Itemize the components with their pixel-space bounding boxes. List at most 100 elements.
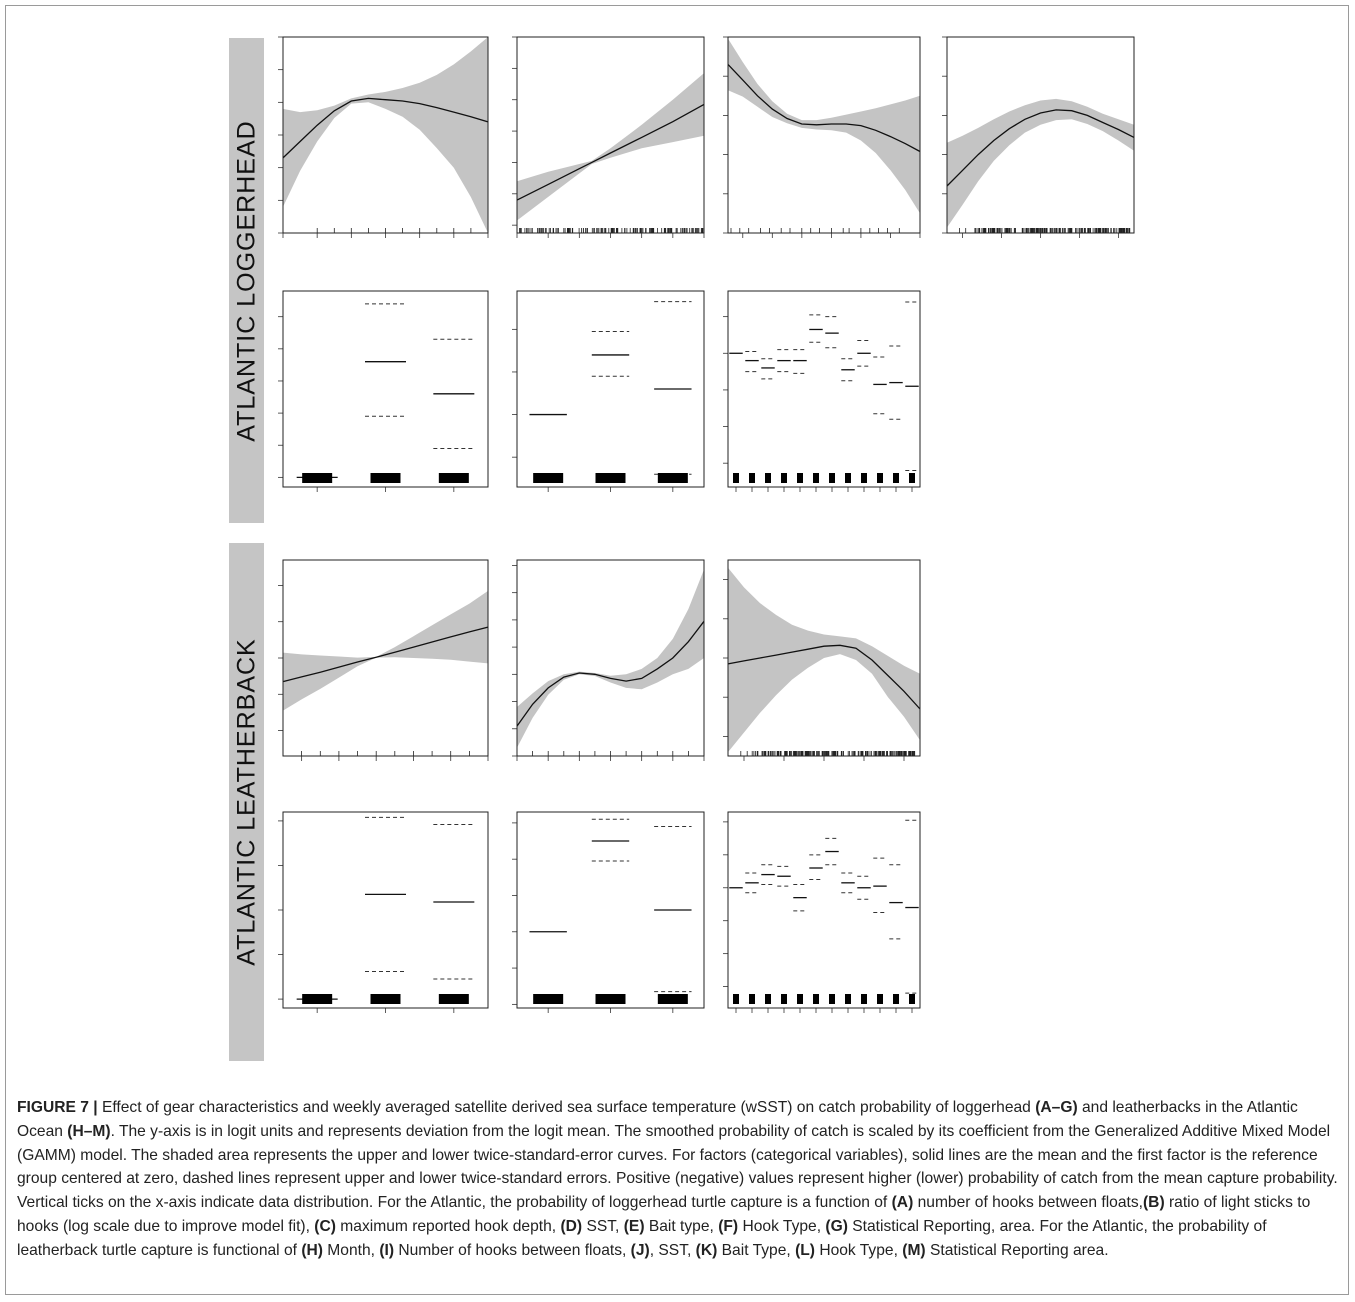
caption-bold-run: (E)	[623, 1217, 645, 1235]
caption-bold-run: (I)	[379, 1241, 395, 1259]
panel-k	[278, 811, 489, 1013]
rug-block	[829, 994, 835, 1004]
caption-bold-run: (F)	[718, 1217, 739, 1235]
fit-line	[727, 644, 921, 710]
rug-block	[438, 473, 469, 483]
rug-block	[749, 994, 755, 1004]
rug-block	[533, 994, 564, 1004]
plot-frame	[516, 811, 705, 1009]
rug-block	[893, 473, 899, 483]
plot-frame	[282, 36, 489, 234]
panel-e	[278, 290, 489, 492]
plot-frame	[516, 290, 705, 488]
caption-text-run: . The y-axis is in logit units and repre…	[17, 1122, 1338, 1212]
confidence-band	[728, 567, 920, 753]
chart-panels	[278, 36, 1135, 1013]
rug-block	[797, 473, 803, 483]
fit-line	[516, 620, 705, 727]
caption-bold-run: (L)	[795, 1241, 815, 1259]
plot-frame	[727, 811, 921, 1009]
rug-block	[765, 473, 771, 483]
rug-block	[797, 994, 803, 1004]
fit-line	[516, 103, 705, 201]
plot-frame	[727, 290, 921, 488]
rug-block	[657, 473, 688, 483]
rug-block	[829, 473, 835, 483]
panel-m	[723, 811, 921, 1013]
plot-frame	[282, 290, 489, 488]
confidence-band	[283, 37, 488, 233]
rug-block	[813, 994, 819, 1004]
rug-block	[781, 994, 787, 1004]
caption-text-run: Number of hooks between floats,	[394, 1241, 631, 1259]
caption-bold-run: (M)	[902, 1241, 926, 1259]
panel-i	[512, 559, 705, 761]
caption-text-run: maximum reported hook depth,	[335, 1217, 561, 1235]
confidence-band	[517, 569, 704, 748]
plot-frame	[516, 36, 705, 234]
plot-frame	[727, 559, 921, 757]
rug-block	[302, 994, 333, 1004]
rug-block	[657, 994, 688, 1004]
panel-j	[723, 559, 921, 761]
caption-bold-run: (H–M)	[67, 1122, 111, 1140]
panel-a	[278, 36, 489, 238]
rug-block	[765, 994, 771, 1004]
rug-block	[595, 473, 626, 483]
rug-block	[813, 473, 819, 483]
rug-block	[533, 473, 564, 483]
rug-block	[733, 473, 739, 483]
caption-bold-run: (C)	[314, 1217, 336, 1235]
caption-text-run: number of hooks between floats,	[913, 1194, 1143, 1212]
panel-g	[723, 290, 921, 492]
rug-block	[845, 473, 851, 483]
confidence-band	[728, 38, 920, 214]
panel-c	[723, 36, 921, 238]
caption-text-run: ratio of light sticks to hooks (log scal…	[17, 1194, 1311, 1235]
rug-block	[595, 994, 626, 1004]
confidence-band	[517, 73, 704, 221]
plot-frame	[727, 36, 921, 234]
caption-text-run: Hook Type,	[738, 1217, 826, 1235]
band-loggerhead: ATLANTIC LOGGERHEAD	[229, 38, 264, 523]
caption-text-run: Month,	[322, 1241, 380, 1259]
caption-bold-run: (B)	[1142, 1194, 1165, 1212]
rug-block	[302, 473, 333, 483]
panel-f	[512, 290, 705, 492]
caption-text-run: Statistical Reporting area.	[925, 1241, 1109, 1259]
rug-block	[877, 473, 883, 483]
confidence-band	[947, 98, 1134, 228]
plot-frame	[946, 36, 1135, 234]
fit-line	[727, 63, 921, 153]
caption-text-run: Bait type,	[644, 1217, 719, 1235]
caption-text-run: , SST,	[649, 1241, 696, 1259]
band-leatherback: ATLANTIC LEATHERBACK	[229, 543, 264, 1061]
caption-text-run: and leatherbacks in the Atlantic Ocean	[17, 1099, 1298, 1140]
caption-text-run: SST,	[582, 1217, 624, 1235]
panel-b	[512, 36, 705, 238]
panel-h	[278, 559, 489, 761]
caption-text-run: Bait Type,	[717, 1241, 796, 1259]
rug-block	[438, 994, 469, 1004]
caption-bold-run: (A–G)	[1035, 1099, 1078, 1116]
fit-line	[282, 626, 489, 683]
caption-bold-run: (H)	[301, 1241, 323, 1259]
plot-frame	[516, 559, 705, 757]
rug-block	[781, 473, 787, 483]
caption-text-run: Effect of gear characteristics and weekl…	[101, 1099, 1036, 1116]
confidence-band	[283, 590, 488, 711]
panel-d	[942, 36, 1135, 238]
plot-frame	[282, 811, 489, 1009]
fit-line	[946, 109, 1135, 187]
caption-bold-run: (D)	[560, 1217, 583, 1235]
caption-bold-run: (A)	[891, 1194, 914, 1212]
caption-text-run: Hook Type,	[814, 1241, 903, 1259]
rug-block	[877, 994, 883, 1004]
figure-caption: FIGURE 7 | Effect of gear characteristic…	[17, 1096, 1339, 1263]
rug-block	[909, 473, 915, 483]
rug-block	[893, 994, 899, 1004]
panel-l	[512, 811, 705, 1013]
caption-bold-run: (G)	[825, 1217, 848, 1235]
plot-frame	[282, 559, 489, 757]
fit-line	[282, 97, 489, 159]
